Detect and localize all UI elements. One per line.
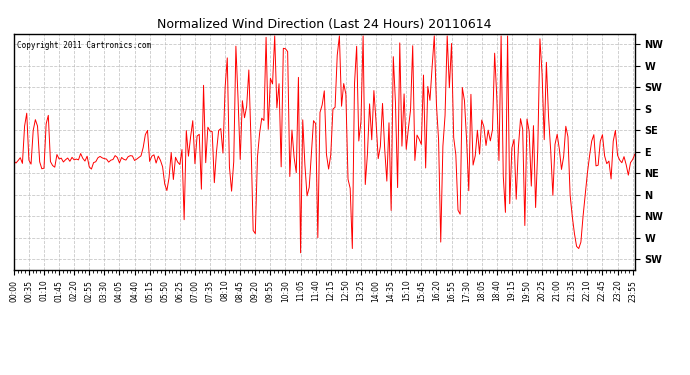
Title: Normalized Wind Direction (Last 24 Hours) 20110614: Normalized Wind Direction (Last 24 Hours…	[157, 18, 491, 31]
Text: Copyright 2011 Cartronics.com: Copyright 2011 Cartronics.com	[17, 41, 151, 50]
